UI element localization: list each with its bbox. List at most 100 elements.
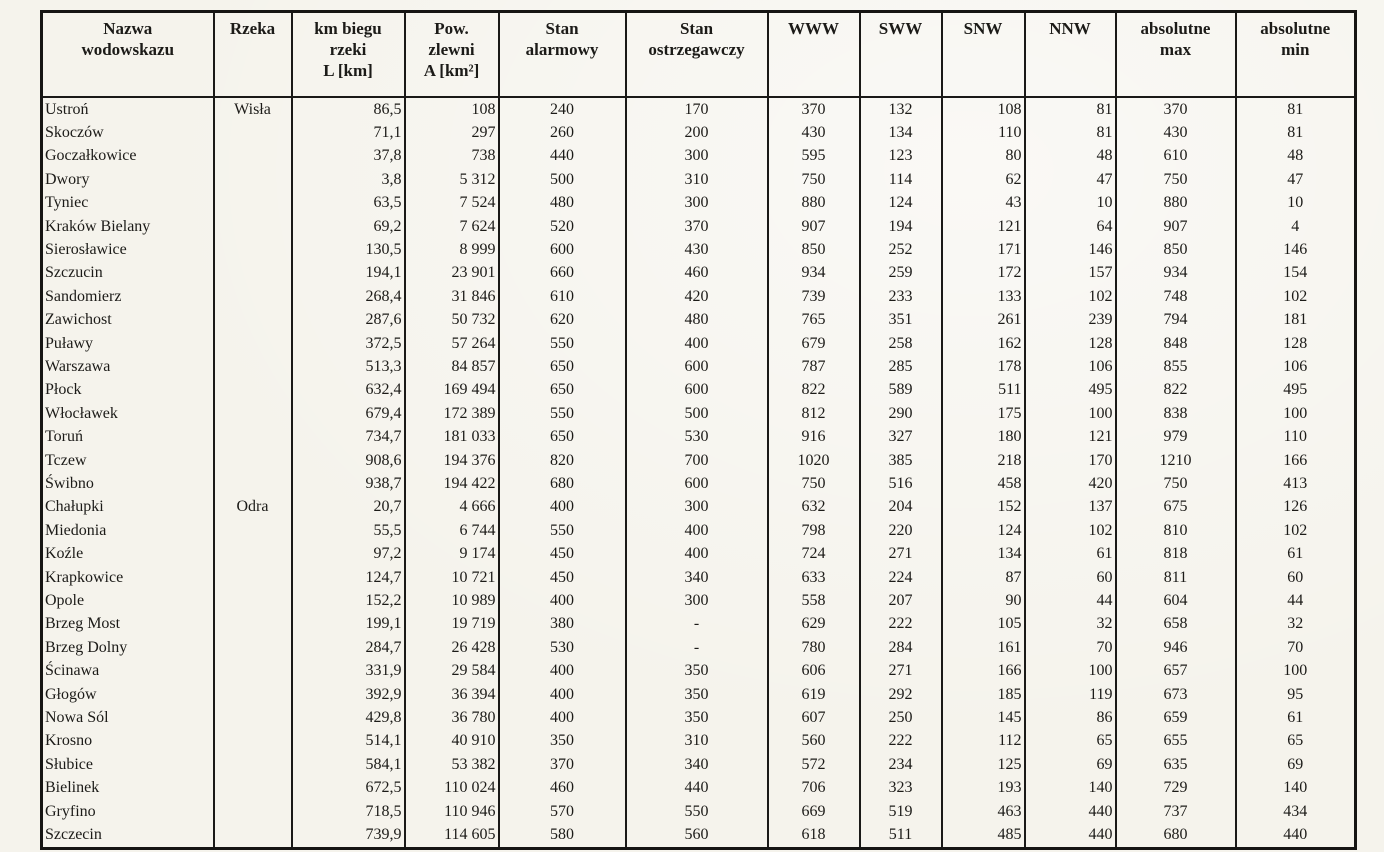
cell-snw: 121 xyxy=(940,214,1025,238)
cell-pow_zlewni: 9 174 xyxy=(403,542,499,566)
cell-rzeka xyxy=(212,518,292,543)
cell-km_biegu: 194,1 xyxy=(290,261,405,285)
cell-km_biegu: 331,9 xyxy=(290,659,405,683)
cell-nnw: 121 xyxy=(1023,425,1116,449)
cell-snw: 80 xyxy=(940,144,1025,168)
cell-snw: 133 xyxy=(940,284,1025,309)
cell-rzeka xyxy=(212,472,292,496)
cell-pow_zlewni: 10 989 xyxy=(403,589,499,613)
cell-stan_ostrzegawczy: 440 xyxy=(624,776,768,800)
cell-rzeka xyxy=(212,144,292,168)
cell-nnw: 48 xyxy=(1023,144,1116,168)
table-row: Brzeg Dolny 284,7 26 428 530-780 284 161 70 946… xyxy=(42,635,1356,660)
cell-km_biegu: 69,2 xyxy=(290,214,405,238)
col-header-rzeka: Rzeka xyxy=(212,11,292,98)
cell-stan_alarmowy: 260 xyxy=(497,120,626,145)
col-header-abs_max: absolutne max xyxy=(1114,11,1236,98)
table-row: Głogów 392,9 36 394 400 350 619 292 185 119 673 95 xyxy=(42,682,1356,707)
cell-www: 822 xyxy=(766,378,860,402)
cell-km_biegu: 679,4 xyxy=(290,401,405,426)
cell-nazwa: Krosno xyxy=(45,732,93,750)
cell-stan_ostrzegawczy: 200 xyxy=(624,120,768,145)
cell-abs_max: 810 xyxy=(1114,518,1236,543)
cell-www: 370 xyxy=(766,96,860,121)
cell-rzeka xyxy=(212,120,292,145)
table-row: Bielinek 672,5 110 024 460 440 706 323 193 140 72… xyxy=(42,776,1356,800)
cell-pow_zlewni: 110 946 xyxy=(403,799,499,824)
cell-www: 1020 xyxy=(766,448,860,472)
cell-stan_alarmowy: 570 xyxy=(497,799,626,824)
table-row: Chałupki Odra 20,7 4 666 400 300 632 204 152 137 6… xyxy=(42,495,1356,519)
cell-stan_alarmowy: 680 xyxy=(497,472,626,496)
cell-abs_max: 848 xyxy=(1114,331,1236,355)
cell-stan_alarmowy: 620 xyxy=(497,308,626,332)
table-row: Skoczów 71,1 297 260 200 430 134 110 81 430 81 xyxy=(42,120,1356,145)
col-header-stan_ostrzegawczy: Stan ostrzegawczy xyxy=(624,11,768,98)
cell-www: 907 xyxy=(766,214,860,238)
cell-www: 916 xyxy=(766,425,860,449)
cell-stan_ostrzegawczy: 600 xyxy=(624,472,768,496)
cell-www: 798 xyxy=(766,518,860,543)
cell-stan_ostrzegawczy: 460 xyxy=(624,261,768,285)
cell-km_biegu: 938,7 xyxy=(290,472,405,496)
cell-www: 560 xyxy=(766,729,860,753)
cell-sww: 132 xyxy=(858,96,942,121)
cell-www: 679 xyxy=(766,331,860,355)
cell-abs_max: 673 xyxy=(1114,682,1236,707)
cell-nnw: 100 xyxy=(1023,401,1116,426)
cell-km_biegu: 130,5 xyxy=(290,237,405,262)
cell-nazwa: Zawichost xyxy=(45,311,112,329)
cell-sww: 271 xyxy=(858,659,942,683)
cell-abs_min: 413 xyxy=(1234,472,1356,496)
cell-nnw: 440 xyxy=(1023,823,1116,848)
table-row: Tyniec 63,5 7 524 480 300 880 124 43 10 880 10 xyxy=(42,191,1356,215)
cell-nazwa: Miedonia xyxy=(45,521,107,539)
cell-sww: 516 xyxy=(858,472,942,496)
cell-stan_alarmowy: 600 xyxy=(497,237,626,262)
cell-snw: 172 xyxy=(940,261,1025,285)
cell-km_biegu: 3,8 xyxy=(290,167,405,192)
cell-snw: 180 xyxy=(940,425,1025,449)
cell-stan_ostrzegawczy: 370 xyxy=(624,214,768,238)
cell-km_biegu: 55,5 xyxy=(290,518,405,543)
cell-snw: 108 xyxy=(940,96,1025,121)
cell-snw: 87 xyxy=(940,565,1025,590)
header-row: Nazwa wodowskazu Rzeka km biegu rzeki L [k… xyxy=(41,11,1356,98)
cell-rzeka xyxy=(212,378,292,402)
cell-km_biegu: 63,5 xyxy=(290,191,405,215)
cell-www: 607 xyxy=(766,706,860,730)
cell-pow_zlewni: 57 264 xyxy=(403,331,499,355)
cell-km_biegu: 199,1 xyxy=(290,612,405,636)
cell-rzeka xyxy=(212,565,292,590)
cell-abs_max: 934 xyxy=(1114,261,1236,285)
cell-sww: 285 xyxy=(858,354,942,379)
cell-www: 669 xyxy=(766,799,860,824)
cell-km_biegu: 908,6 xyxy=(290,448,405,472)
cell-stan_ostrzegawczy: 340 xyxy=(624,565,768,590)
cell-stan_ostrzegawczy: 430 xyxy=(624,237,768,262)
cell-abs_min: 61 xyxy=(1234,542,1356,566)
cell-rzeka xyxy=(212,448,292,472)
table-row: Opole 152,2 10 989 400 300 558 207 90 44 604 44 xyxy=(42,589,1356,613)
cell-pow_zlewni: 7 524 xyxy=(403,191,499,215)
cell-stan_ostrzegawczy: 420 xyxy=(624,284,768,309)
table-row: Płock 632,4 169 494 650 600 822 589 511 495 822 49… xyxy=(42,378,1356,402)
cell-abs_max: 850 xyxy=(1114,237,1236,262)
cell-www: 619 xyxy=(766,682,860,707)
cell-stan_ostrzegawczy: 530 xyxy=(624,425,768,449)
cell-rzeka xyxy=(212,542,292,566)
cell-www: 880 xyxy=(766,191,860,215)
cell-nnw: 64 xyxy=(1023,214,1116,238)
cell-stan_ostrzegawczy: 300 xyxy=(624,191,768,215)
cell-stan_alarmowy: 650 xyxy=(497,354,626,379)
cell-pow_zlewni: 8 999 xyxy=(403,237,499,262)
cell-rzeka xyxy=(212,589,292,613)
cell-nnw: 128 xyxy=(1023,331,1116,355)
cell-stan_ostrzegawczy: 560 xyxy=(624,823,768,848)
cell-nazwa: Ścinawa xyxy=(45,662,100,680)
table-row: Zawichost 287,6 50 732 620 480 765 351 261 239 79… xyxy=(42,308,1356,332)
cell-abs_min: 106 xyxy=(1234,354,1356,379)
cell-stan_ostrzegawczy: - xyxy=(624,635,768,660)
cell-abs_max: 657 xyxy=(1114,659,1236,683)
cell-www: 765 xyxy=(766,308,860,332)
